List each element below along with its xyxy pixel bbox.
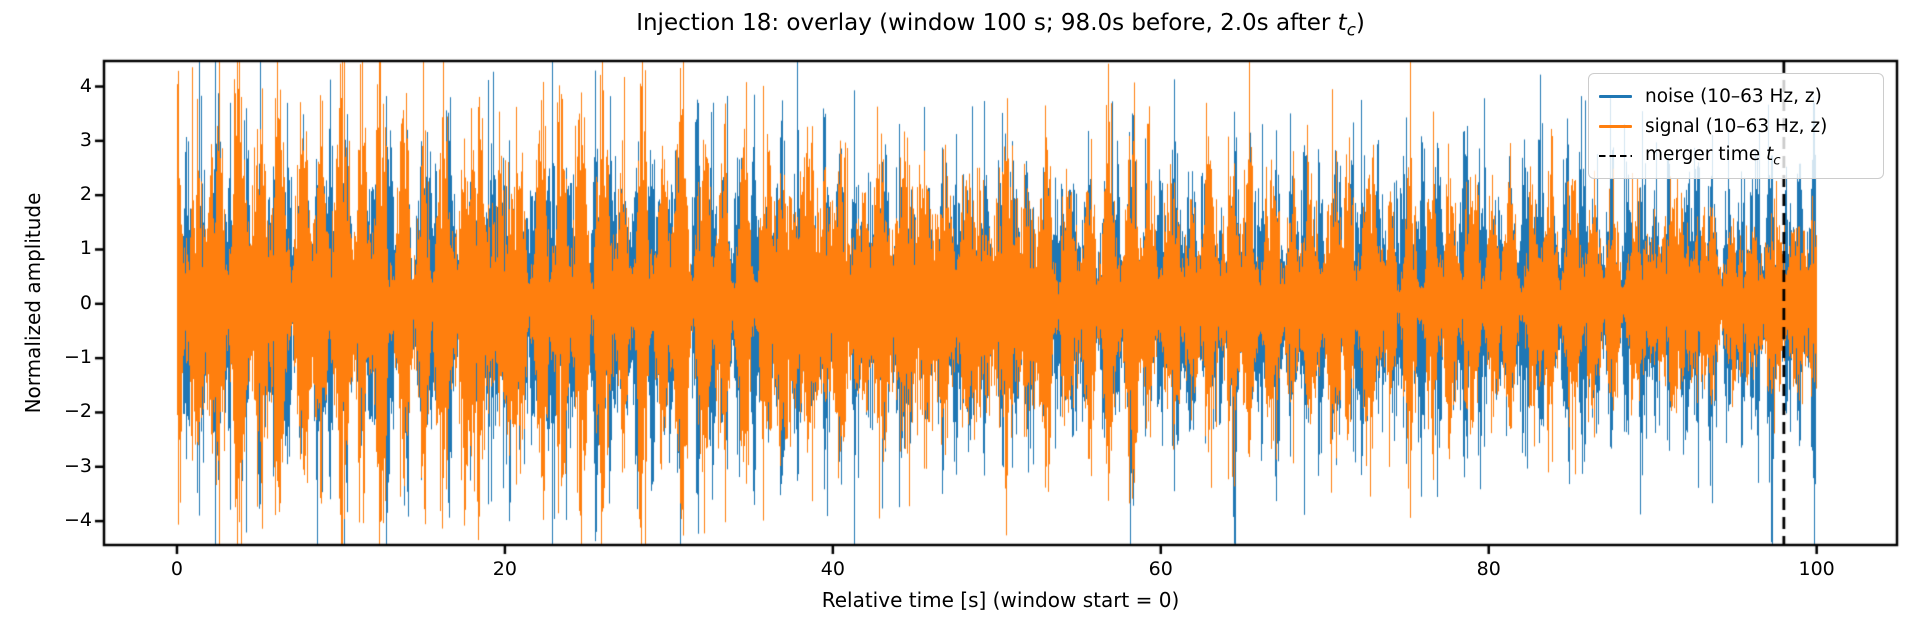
- y-tick-label: 3: [79, 128, 92, 151]
- y-tick-label: 1: [79, 237, 92, 260]
- plot-title-suffix: ): [1355, 10, 1365, 36]
- legend-item-merger: merger time tc: [1599, 141, 1871, 171]
- legend-label-signal: signal (10–63 Hz, z): [1645, 115, 1828, 137]
- legend-label-noise: noise (10–63 Hz, z): [1645, 85, 1822, 107]
- y-tick-label: 0: [79, 291, 92, 314]
- x-tick-label: 20: [492, 558, 517, 580]
- legend-label-merger: merger time tc: [1645, 144, 1781, 169]
- y-tick-label: 4: [79, 74, 92, 97]
- y-tick-label: −1: [63, 346, 92, 369]
- plot-title: Injection 18: overlay (window 100 s; 98.…: [104, 10, 1897, 40]
- plot-title-text: Injection 18: overlay (window 100 s; 98.…: [636, 10, 1338, 36]
- x-tick-label: 60: [1148, 558, 1173, 580]
- merger-dashed-line-sample: [1599, 154, 1632, 158]
- y-tick-label: −4: [63, 509, 92, 532]
- x-tick-label: 100: [1798, 558, 1835, 580]
- y-tick-label: 2: [79, 183, 92, 206]
- legend-item-noise: noise (10–63 Hz, z): [1599, 81, 1871, 111]
- x-tick-label: 80: [1476, 558, 1501, 580]
- legend-merger-subscript: c: [1773, 153, 1781, 169]
- merger-time-subscript: c: [1346, 20, 1356, 40]
- noise-line-sample: [1599, 94, 1632, 98]
- x-axis-label: Relative time [s] (window start = 0): [821, 588, 1180, 612]
- y-tick-label: −3: [63, 454, 92, 477]
- signal-line-sample: [1599, 124, 1632, 128]
- legend-merger-text: merger time: [1645, 143, 1766, 165]
- x-tick-label: 40: [820, 558, 845, 580]
- legend-merger-symbol: t: [1765, 143, 1774, 165]
- legend-item-signal: signal (10–63 Hz, z): [1599, 111, 1871, 141]
- x-tick-label: 0: [170, 558, 183, 580]
- legend-box: noise (10–63 Hz, z) signal (10–63 Hz, z)…: [1588, 73, 1884, 179]
- merger-time-symbol: t: [1337, 10, 1347, 36]
- y-tick-label: −2: [63, 400, 92, 423]
